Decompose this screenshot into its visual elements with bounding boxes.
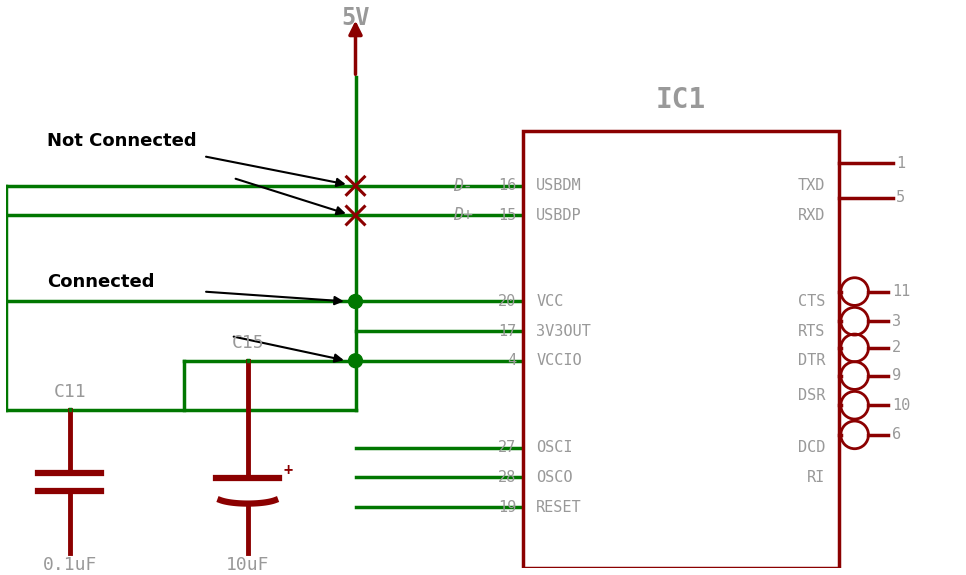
Circle shape bbox=[349, 294, 362, 308]
Text: 4: 4 bbox=[507, 353, 517, 368]
Text: C11: C11 bbox=[53, 384, 86, 401]
Text: 17: 17 bbox=[498, 324, 517, 339]
Text: OSCI: OSCI bbox=[536, 440, 573, 455]
Text: TXD: TXD bbox=[798, 178, 825, 193]
Text: RESET: RESET bbox=[536, 500, 582, 515]
Text: 5V: 5V bbox=[341, 6, 370, 30]
Text: OSCO: OSCO bbox=[536, 470, 573, 485]
Text: +: + bbox=[283, 463, 293, 478]
Text: 0.1uF: 0.1uF bbox=[43, 557, 97, 574]
Bar bbox=[523, 132, 838, 568]
Text: RI: RI bbox=[807, 470, 825, 485]
Text: DCD: DCD bbox=[798, 440, 825, 455]
Text: USBDM: USBDM bbox=[536, 178, 582, 193]
Text: IC1: IC1 bbox=[656, 86, 706, 114]
Text: 3: 3 bbox=[893, 314, 901, 329]
Text: 5: 5 bbox=[896, 190, 905, 205]
Text: 11: 11 bbox=[893, 284, 910, 299]
Text: 19: 19 bbox=[498, 500, 517, 515]
Text: 28: 28 bbox=[498, 470, 517, 485]
Text: USBDP: USBDP bbox=[536, 208, 582, 223]
Text: 10: 10 bbox=[893, 398, 910, 413]
Text: 10uF: 10uF bbox=[226, 557, 270, 574]
Text: 3V3OUT: 3V3OUT bbox=[536, 324, 591, 339]
Text: 16: 16 bbox=[498, 178, 517, 193]
Text: 20: 20 bbox=[498, 294, 517, 309]
Text: RTS: RTS bbox=[798, 324, 825, 339]
Text: D-: D- bbox=[453, 177, 473, 195]
Text: Not Connected: Not Connected bbox=[47, 132, 197, 150]
Text: VCC: VCC bbox=[536, 294, 564, 309]
Text: VCCIO: VCCIO bbox=[536, 353, 582, 368]
Text: 2: 2 bbox=[893, 340, 901, 355]
Text: DSR: DSR bbox=[798, 388, 825, 403]
Text: Connected: Connected bbox=[47, 273, 155, 291]
Text: 1: 1 bbox=[896, 156, 905, 171]
Text: CTS: CTS bbox=[798, 294, 825, 309]
Text: D+: D+ bbox=[453, 206, 473, 224]
Text: 15: 15 bbox=[498, 208, 517, 223]
Circle shape bbox=[349, 354, 362, 367]
Text: 9: 9 bbox=[893, 368, 901, 383]
Text: 6: 6 bbox=[893, 427, 901, 442]
Text: C15: C15 bbox=[232, 334, 264, 352]
Text: 27: 27 bbox=[498, 440, 517, 455]
Text: DTR: DTR bbox=[798, 353, 825, 368]
Text: RXD: RXD bbox=[798, 208, 825, 223]
